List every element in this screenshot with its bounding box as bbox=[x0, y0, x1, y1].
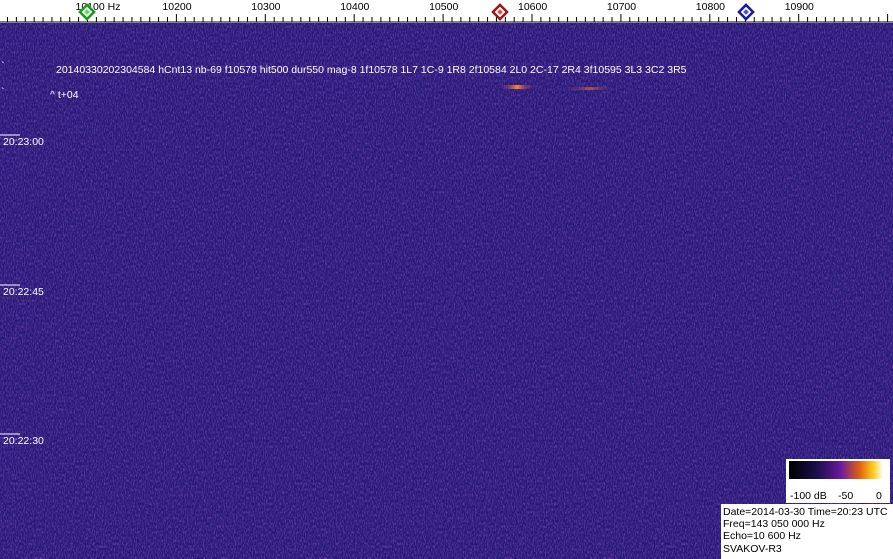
colorbar-label: -100 dB bbox=[790, 490, 827, 502]
mark: ` bbox=[1, 60, 5, 72]
info-line: Freq=143 050 000 Hz bbox=[723, 518, 825, 530]
colorbar-gradient bbox=[789, 461, 883, 479]
frequency-label: 10300 bbox=[251, 1, 280, 13]
frequency-label: 10200 bbox=[162, 1, 191, 13]
waterfall-noise bbox=[0, 23, 893, 559]
axis-ticks: 10100 Hz 10200 10300 10400 10500 10600 10700 10… bbox=[6, 1, 889, 22]
time-label: 20:22:30 bbox=[3, 435, 44, 447]
info-line: Echo=10 600 Hz bbox=[723, 530, 801, 542]
offset-text: ^ t+04 bbox=[50, 89, 79, 101]
colorbar-label: 0 bbox=[876, 490, 882, 502]
info-background bbox=[721, 504, 893, 559]
info-line: Date=2014-03-30 Time=20:23 UTC bbox=[723, 506, 888, 518]
frequency-label: 10600 bbox=[518, 1, 547, 13]
axis-strip bbox=[0, 0, 893, 22]
meteor-echo-tail bbox=[565, 87, 615, 90]
time-label: 20:23:00 bbox=[3, 136, 44, 148]
colorbar-label: -50 bbox=[838, 490, 853, 502]
meteor-echo bbox=[500, 85, 534, 89]
frequency-label: 10900 bbox=[785, 1, 814, 13]
info-line: SVAKOV-R3 bbox=[723, 543, 782, 555]
frequency-label: 10400 bbox=[340, 1, 369, 13]
info-box: Date=2014-03-30 Time=20:23 UTC Freq=143 … bbox=[721, 504, 893, 559]
time-label: 20:22:45 bbox=[3, 286, 44, 298]
frequency-label: 10700 bbox=[607, 1, 636, 13]
frequency-label: 10800 bbox=[696, 1, 725, 13]
time-markers: 20:23:00 20:22:45 20:22:30 bbox=[0, 134, 44, 447]
frequency-marker-core bbox=[743, 9, 749, 15]
mark: ` bbox=[1, 86, 5, 98]
colorbar: -100 dB -50 0 bbox=[786, 459, 890, 503]
frequency-label: 10500 bbox=[429, 1, 458, 13]
detection-text: 20140330202304584 hCnt13 nb-69 f10578 hi… bbox=[56, 64, 687, 76]
